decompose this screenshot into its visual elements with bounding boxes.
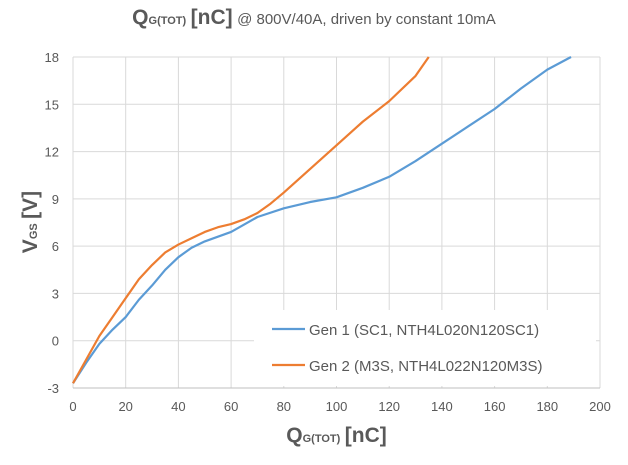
y-tick-label: 15: [45, 97, 59, 112]
x-tick-label: 20: [118, 399, 132, 414]
x-tick-label: 140: [431, 399, 453, 414]
y-tick-label: 9: [52, 192, 59, 207]
legend-label-gen2: Gen 2 (M3S, NTH4L022N120M3S): [309, 358, 542, 375]
x-tick-label: 120: [378, 399, 400, 414]
xlabel-q: Q: [286, 424, 303, 447]
y-tick-label: 0: [52, 334, 59, 349]
x-tick-label: 0: [69, 399, 76, 414]
y-tick-label: 6: [52, 239, 59, 254]
title-q: Q: [132, 6, 149, 29]
ylabel-v: V: [19, 239, 42, 254]
chart-title: QG(TOT) [nC] @ 800V/40A, driven by const…: [0, 6, 628, 30]
xlabel-unit: [nC]: [344, 424, 387, 447]
xlabel-subscript: G(TOT): [302, 433, 341, 445]
x-tick-label: 100: [326, 399, 348, 414]
ylabel-unit: [V]: [19, 190, 42, 219]
y-tick-label: 12: [45, 145, 59, 160]
series-line-gen2: [72, 56, 430, 384]
x-tick-label: 200: [589, 399, 611, 414]
x-tick-label: 60: [224, 399, 238, 414]
title-detail: @ 800V/40A, driven by constant 10mA: [237, 11, 496, 28]
legend-label-gen1: Gen 1 (SC1, NTH4L020N120SC1): [309, 322, 539, 339]
title-subscript: G(TOT): [148, 15, 187, 27]
x-axis-label: QG(TOT) [nC]: [0, 424, 628, 448]
x-tick-label: 40: [171, 399, 185, 414]
title-unit: [nC]: [190, 6, 233, 29]
legend-box: [254, 310, 596, 386]
x-tick-label: 160: [484, 399, 506, 414]
x-tick-label: 180: [536, 399, 558, 414]
x-tick-label: 80: [277, 399, 291, 414]
y-tick-label: -3: [47, 381, 59, 396]
ylabel-subscript: GS: [28, 223, 40, 240]
y-tick-label: 18: [45, 50, 59, 65]
y-axis-label: VGS [V]: [19, 191, 43, 253]
series-line-gen1: [72, 56, 572, 384]
y-tick-label: 3: [52, 286, 59, 301]
